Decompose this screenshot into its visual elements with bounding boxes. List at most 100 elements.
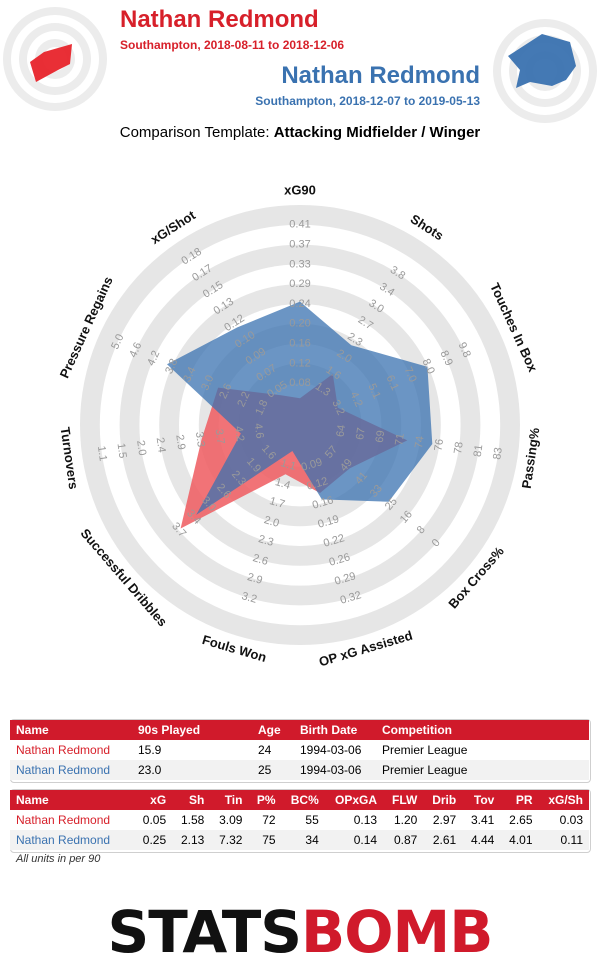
series-player2-polygon	[167, 301, 433, 515]
tick-label: 1.5	[114, 442, 128, 459]
info-col-age: Age	[252, 720, 294, 740]
player2-subtitle: Southampton, 2018-12-07 to 2019-05-13	[255, 94, 480, 108]
tick-label: 1.1	[279, 457, 297, 473]
stats-cell: 0.25	[134, 830, 173, 850]
stats-cell: 55	[281, 810, 325, 830]
tick-label: 2.9	[246, 571, 264, 587]
tick-label: 1.8	[253, 398, 270, 417]
stats-cell: 0.11	[538, 830, 589, 850]
tick-label: 0.09	[300, 456, 324, 474]
table-row: Nathan Redmond 23.0 25 1994-03-06 Premie…	[10, 760, 589, 780]
table-row: Nathan Redmond 15.9 24 1994-03-06 Premie…	[10, 740, 589, 760]
tick-label: 0.08	[289, 377, 310, 389]
stats-col-bc: BC%	[281, 790, 325, 810]
stats-cell: 2.65	[500, 810, 539, 830]
stats-cell: 7.32	[210, 830, 249, 850]
tick-label: 2.3	[257, 533, 275, 549]
stats-cell: 0.05	[134, 810, 173, 830]
info-90s: 15.9	[132, 740, 252, 760]
tick-label: 71	[393, 432, 407, 446]
axis-label: Passing%	[519, 426, 543, 489]
tick-label: 7.0	[402, 365, 419, 384]
units-note: All units in per 90	[16, 853, 101, 865]
stats-col-tin: Tin	[210, 790, 249, 810]
logo-part1: STATS	[107, 898, 302, 966]
info-col-birth: Birth Date	[294, 720, 376, 740]
stats-col-p: P%	[248, 790, 282, 810]
table-row: Nathan Redmond 0.05 1.58 3.09 72 55 0.13…	[10, 810, 589, 830]
tick-label: 4.6	[252, 422, 266, 439]
info-age: 25	[252, 760, 294, 780]
tick-label: 5.0	[109, 332, 126, 351]
info-col-name: Name	[10, 720, 132, 740]
tick-label: 0.41	[289, 219, 310, 231]
stats-cell: 0.03	[538, 810, 589, 830]
tick-label: 3.4	[181, 365, 198, 384]
stats-name: Nathan Redmond	[10, 830, 134, 850]
info-birth: 1994-03-06	[294, 740, 376, 760]
stats-cell: 2.13	[172, 830, 211, 850]
info-competition: Premier League	[376, 740, 589, 760]
tick-label: 83	[491, 447, 505, 461]
tick-label: 3.0	[199, 373, 216, 392]
tick-label: 0.37	[289, 239, 310, 251]
stats-cell: 0.13	[324, 810, 384, 830]
tick-label: 1.4	[274, 476, 292, 492]
stats-cell: 4.44	[462, 830, 501, 850]
info-competition: Premier League	[376, 760, 589, 780]
tick-label: 0.16	[311, 494, 335, 512]
tick-label: 3.2	[329, 398, 346, 417]
tick-label: 67	[354, 427, 368, 441]
stats-cell: 3.41	[462, 810, 501, 830]
stats-col-sh: Sh	[172, 790, 211, 810]
stats-cell: 3.09	[210, 810, 249, 830]
tick-label: 1.7	[268, 495, 286, 511]
info-90s: 23.0	[132, 760, 252, 780]
stats-col-drib: Drib	[423, 790, 463, 810]
tick-label: 64	[335, 424, 349, 438]
statsbomb-logo: STATSBOMB	[0, 898, 600, 966]
tick-label: 0.29	[333, 570, 357, 588]
tick-label: 0.12	[305, 475, 329, 493]
tick-label: 9.8	[456, 341, 473, 360]
stats-cell: 72	[248, 810, 282, 830]
info-birth: 1994-03-06	[294, 760, 376, 780]
tick-label: 2.6	[217, 382, 234, 401]
axis-label: xG90	[284, 182, 316, 197]
tick-label: 0.12	[289, 357, 310, 369]
tick-label: 81	[472, 444, 486, 458]
tick-label: 2.0	[262, 514, 280, 530]
player1-badge	[3, 7, 107, 111]
tick-label: 0.22	[322, 532, 346, 550]
tick-label: 2.2	[235, 390, 252, 409]
info-table: Name 90s Played Age Birth Date Competiti…	[10, 720, 589, 780]
tick-label: 0.29	[289, 278, 310, 290]
tick-label: 0.26	[328, 551, 352, 569]
info-name: Nathan Redmond	[10, 740, 132, 760]
tick-label: 2.9	[173, 434, 187, 451]
stats-col-flw: FLW	[383, 790, 424, 810]
stats-table: Name xG Sh Tin P% BC% OPxGA FLW Drib Tov…	[10, 790, 589, 850]
player2-name: Nathan Redmond	[281, 62, 480, 89]
player1-subtitle: Southampton, 2018-08-11 to 2018-12-06	[120, 38, 345, 52]
tick-label: 3.3	[193, 431, 207, 448]
tick-label: 0.32	[339, 589, 363, 607]
tick-label: 4.2	[145, 349, 162, 368]
stats-cell: 34	[281, 830, 325, 850]
stats-cell: 1.58	[172, 810, 211, 830]
tick-label: 0.24	[289, 298, 310, 310]
stats-col-tov: Tov	[462, 790, 501, 810]
stats-cell: 0.87	[383, 830, 424, 850]
stats-col-xgsh: xG/Sh	[538, 790, 589, 810]
tick-label: 2.6	[251, 552, 269, 568]
radar-chart: 0.080.120.160.200.240.290.330.370.41xG90…	[57, 182, 543, 669]
player2-badge	[493, 19, 597, 123]
tick-label: 3.2	[240, 590, 258, 606]
info-age: 24	[252, 740, 294, 760]
table-row: Nathan Redmond 0.25 2.13 7.32 75 34 0.14…	[10, 830, 589, 850]
stats-name: Nathan Redmond	[10, 810, 134, 830]
tick-label: 0.16	[289, 338, 310, 350]
stats-cell: 2.61	[423, 830, 463, 850]
tick-label: 6.1	[384, 373, 401, 392]
tick-label: 78	[452, 441, 466, 455]
